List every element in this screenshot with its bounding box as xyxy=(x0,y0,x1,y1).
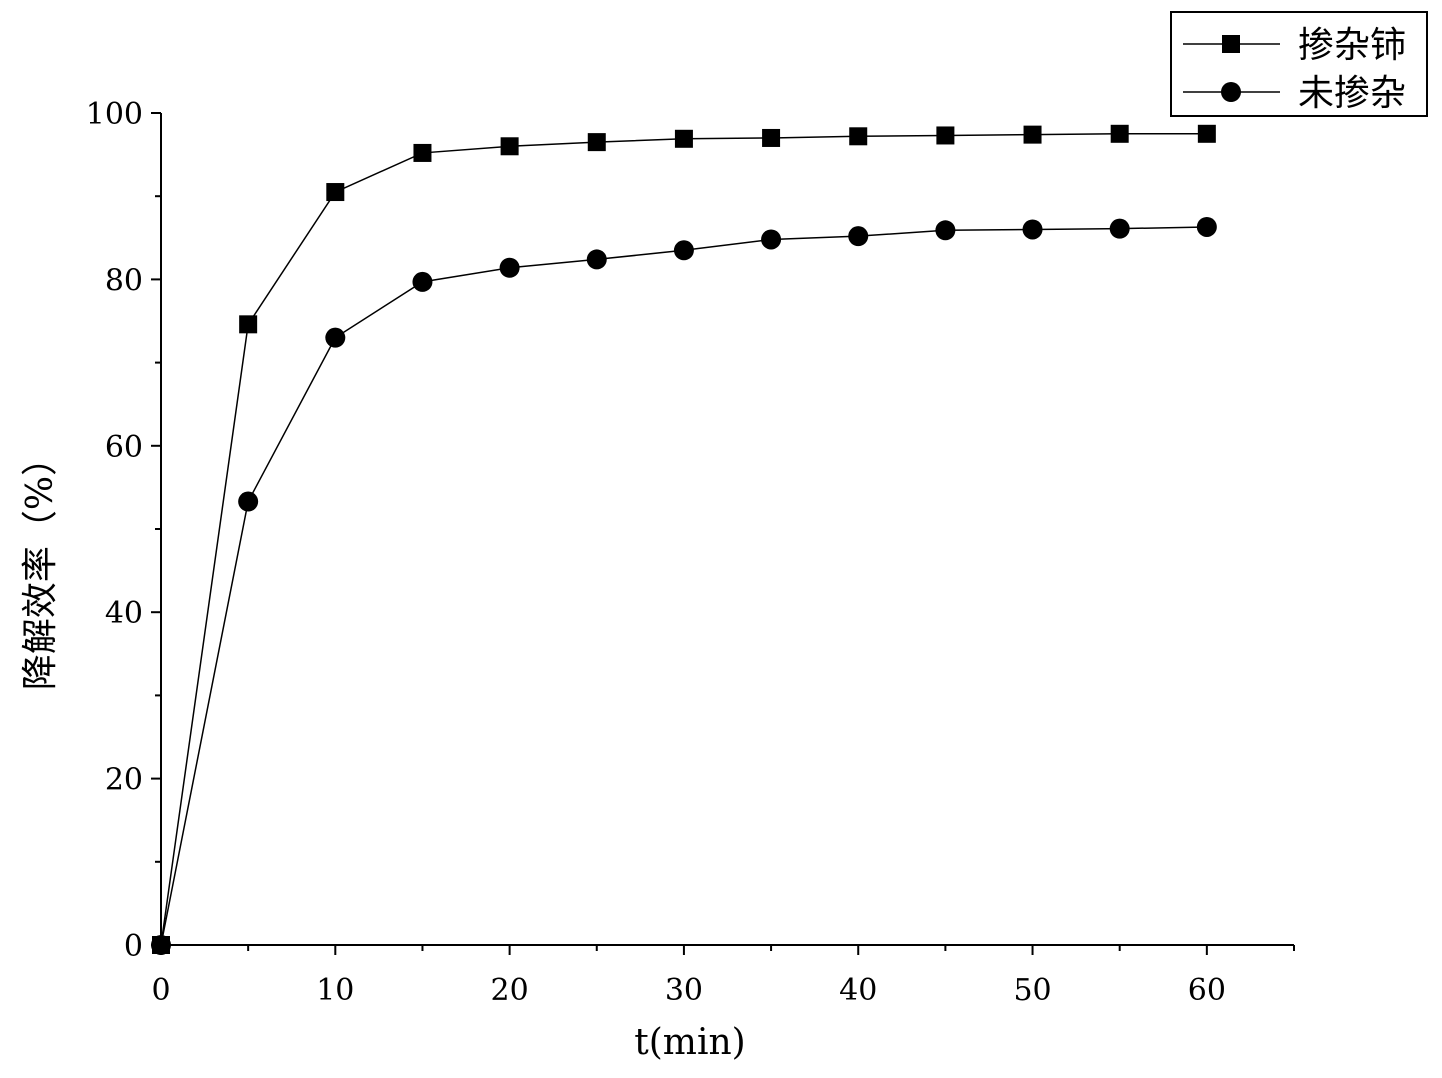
series-2-point xyxy=(238,491,259,512)
series-markers xyxy=(151,124,1217,955)
series-1-point xyxy=(413,143,432,162)
series-2-line xyxy=(160,226,1207,946)
series-2-point xyxy=(1196,216,1217,237)
legend-label: 掺杂铈 xyxy=(1298,25,1406,66)
series-1-point xyxy=(587,133,606,152)
legend-circle-marker xyxy=(1221,82,1241,102)
series-2-point xyxy=(848,226,869,247)
series-1-point xyxy=(1197,124,1216,143)
y-tick-label: 20 xyxy=(105,763,143,798)
series-2-point xyxy=(1109,218,1130,239)
series-1-point xyxy=(849,127,868,146)
series-1-point xyxy=(936,126,955,145)
x-tick-label: 60 xyxy=(1188,973,1226,1008)
series-2-point xyxy=(412,271,433,292)
y-axis-title: 降解效率（%） xyxy=(20,440,61,690)
x-tick-label: 50 xyxy=(1013,973,1051,1008)
series-2-point xyxy=(1022,219,1043,240)
legend-label: 未掺杂 xyxy=(1298,73,1406,114)
series-1-point xyxy=(674,129,693,148)
axes: 0 20 40 60 80 100 0 10 20 30 40 50 60 xyxy=(86,97,1295,1008)
series-1-point xyxy=(1023,125,1042,144)
series-2-point xyxy=(586,249,607,270)
series-1-point xyxy=(762,128,781,147)
legend-square-marker xyxy=(1222,35,1240,53)
legend-box xyxy=(1170,11,1428,117)
y-tick-label: 100 xyxy=(86,97,143,132)
series-2-point xyxy=(325,327,346,348)
y-tick-label: 60 xyxy=(105,430,143,465)
x-tick-label: 0 xyxy=(151,973,170,1008)
series-2-point xyxy=(673,240,694,261)
y-tick-label: 80 xyxy=(105,263,143,298)
series-1-point xyxy=(326,183,345,202)
x-tick-label: 40 xyxy=(839,973,877,1008)
series-1-point xyxy=(500,137,519,156)
series-2-point xyxy=(935,220,956,241)
x-axis-title: t(min) xyxy=(634,1022,745,1063)
series-2-point xyxy=(761,229,782,250)
series-2-point xyxy=(499,257,520,278)
y-tick-label: 40 xyxy=(105,596,143,631)
series-2-point xyxy=(151,935,171,955)
x-tick-label: 10 xyxy=(316,973,354,1008)
series-1-point xyxy=(1110,124,1129,143)
series-1-point xyxy=(239,315,258,334)
y-tick-label: 0 xyxy=(124,929,143,964)
x-tick-label: 20 xyxy=(491,973,529,1008)
x-tick-label: 30 xyxy=(665,973,703,1008)
